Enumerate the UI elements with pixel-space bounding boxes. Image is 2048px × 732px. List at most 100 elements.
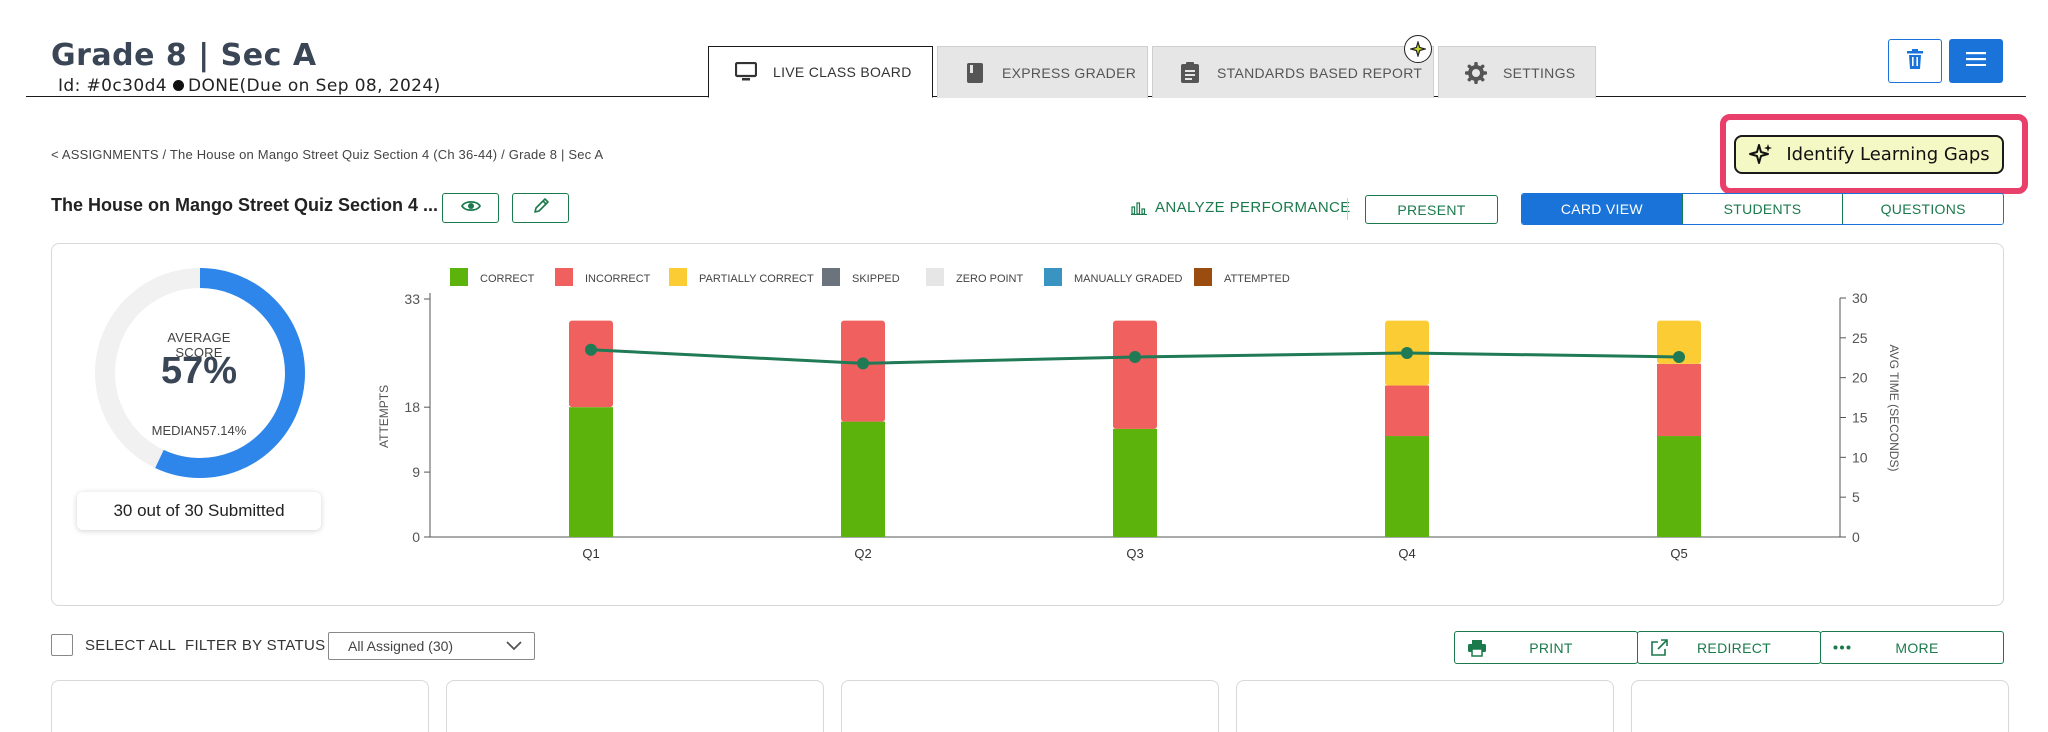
legend-label: MANUALLY GRADED: [1074, 273, 1182, 285]
pencil-icon: [532, 197, 550, 220]
avg-time-point: [1401, 346, 1413, 359]
average-score-donut: [95, 268, 305, 478]
assignment-status: Id: #0c30d4 DONE(Due on Sep 08, 2024): [58, 76, 441, 96]
sparkle-badge-icon: [1404, 35, 1432, 63]
gaps-highlight-frame: [1720, 114, 2028, 194]
redirect-button[interactable]: REDIRECT: [1637, 631, 1821, 664]
y2-tick-label: 5: [1852, 489, 1860, 505]
legend-label: SKIPPED: [852, 273, 900, 285]
avg-time-point: [857, 357, 869, 370]
bar-segment-correct: [841, 421, 885, 537]
card-view-button[interactable]: CARD VIEW: [1522, 194, 1683, 224]
identify-learning-gaps-button[interactable]: Identify Learning Gaps: [1734, 135, 2004, 174]
filter-value: All Assigned (30): [348, 638, 454, 654]
student-card[interactable]: [1236, 680, 1614, 732]
x-tick-label: Q1: [582, 546, 599, 561]
breadcrumb[interactable]: < ASSIGNMENTS / The House on Mango Stree…: [51, 147, 604, 162]
bar-segment-incorrect: [1113, 320, 1157, 429]
bar-segment-incorrect: [841, 320, 885, 422]
avg-time-point: [1129, 350, 1141, 363]
tab-settings[interactable]: SETTINGS: [1438, 46, 1596, 98]
y2-axis-label: AVG TIME (SECONDS): [1887, 345, 1901, 472]
status-text: DONE(Due on Sep 08, 2024): [187, 76, 441, 96]
book-icon: [964, 62, 986, 84]
menu-button[interactable]: [1949, 39, 2003, 83]
y2-tick-label: 10: [1852, 449, 1868, 465]
y-axis-label: ATTEMPTS: [377, 385, 391, 448]
donut-progress-arc: [95, 268, 305, 478]
bar-chart-icon: [1131, 201, 1147, 215]
y2-tick-label: 0: [1852, 529, 1860, 545]
legend-label: CORRECT: [480, 273, 535, 285]
bar-segment-incorrect: [1657, 363, 1701, 437]
edit-button[interactable]: [512, 193, 569, 223]
select-all[interactable]: SELECT ALL: [51, 634, 176, 656]
preview-button[interactable]: [442, 193, 499, 223]
tab-live-class-board[interactable]: LIVE CLASS BOARD: [708, 46, 933, 98]
tab-express-grader[interactable]: EXPRESS GRADER: [937, 46, 1148, 98]
hamburger-icon: [1966, 51, 1986, 71]
bar-segment-correct: [1113, 428, 1157, 537]
bar-segment-partially-correct: [1657, 320, 1701, 364]
class-title: Grade 8 | Sec A: [51, 38, 317, 73]
external-link-icon: [1650, 639, 1668, 657]
y-tick-label: 18: [404, 399, 420, 415]
x-tick-label: Q5: [1670, 546, 1687, 561]
bar-segment-correct: [569, 407, 613, 537]
y-tick-label: 9: [412, 464, 420, 480]
questions-view-button[interactable]: QUESTIONS: [1843, 194, 2003, 224]
legend-swatch: [926, 268, 944, 286]
student-card[interactable]: [51, 680, 429, 732]
bar-segment-correct: [1657, 436, 1701, 537]
student-card[interactable]: [841, 680, 1219, 732]
submitted-count: 30 out of 30 Submitted: [77, 492, 321, 530]
tab-label: STANDARDS BASED REPORT: [1217, 64, 1423, 81]
performance-chart: CORRECT INCORRECT PARTIALLY CORRECT SKIPPED…: [377, 268, 1901, 561]
analyze-label: ANALYZE PERFORMANCE: [1155, 199, 1351, 216]
status-dot: [172, 80, 184, 91]
redirect-label: REDIRECT: [1697, 639, 1771, 656]
more-dots-icon: [1833, 645, 1851, 650]
student-card[interactable]: [1631, 680, 2009, 732]
bar-segment-correct: [1385, 436, 1429, 537]
tab-label: SETTINGS: [1503, 64, 1576, 81]
printer-icon: [1467, 639, 1487, 657]
bar-segment-incorrect: [1385, 385, 1429, 437]
avg-time-point: [585, 343, 597, 356]
gear-icon: [1465, 61, 1487, 84]
legend-label: ZERO POINT: [956, 273, 1024, 285]
avg-time-point: [1673, 350, 1685, 363]
analyze-performance-link[interactable]: ANALYZE PERFORMANCE: [1131, 199, 1351, 216]
legend-swatch: [669, 268, 687, 286]
print-button[interactable]: PRINT: [1454, 631, 1638, 664]
gaps-label: Identify Learning Gaps: [1786, 144, 1990, 165]
median-score: MEDIAN57.14%: [151, 423, 247, 438]
more-button[interactable]: MORE: [1820, 631, 2004, 664]
delete-button[interactable]: [1888, 39, 1942, 83]
trash-icon: [1907, 48, 1923, 74]
select-all-checkbox[interactable]: [51, 634, 73, 656]
legend-swatch: [1194, 268, 1212, 286]
legend-swatch: [450, 268, 468, 286]
y2-tick-label: 20: [1852, 370, 1868, 386]
student-card[interactable]: [446, 680, 824, 732]
x-tick-label: Q3: [1126, 546, 1143, 561]
sparkle-icon: [1748, 142, 1774, 168]
legend-label: ATTEMPTED: [1224, 273, 1290, 285]
y2-tick-label: 15: [1852, 410, 1868, 426]
select-all-label: SELECT ALL: [85, 636, 177, 654]
average-score-value: 57%: [160, 350, 238, 392]
view-toggle-group: CARD VIEW STUDENTS QUESTIONS: [1521, 193, 2004, 225]
chevron-down-icon: [506, 638, 522, 654]
tab-standards-based-report[interactable]: STANDARDS BASED REPORT: [1152, 46, 1434, 98]
status-filter-select[interactable]: All Assigned (30): [328, 632, 535, 660]
legend-swatch: [822, 268, 840, 286]
y2-tick-label: 30: [1852, 290, 1868, 306]
tab-label: EXPRESS GRADER: [1002, 64, 1137, 81]
more-label: MORE: [1895, 639, 1939, 656]
students-view-button[interactable]: STUDENTS: [1682, 194, 1844, 224]
x-tick-label: Q4: [1398, 546, 1415, 561]
report-icon: [1179, 61, 1201, 84]
present-button[interactable]: PRESENT: [1365, 195, 1498, 224]
eye-icon: [460, 199, 481, 218]
